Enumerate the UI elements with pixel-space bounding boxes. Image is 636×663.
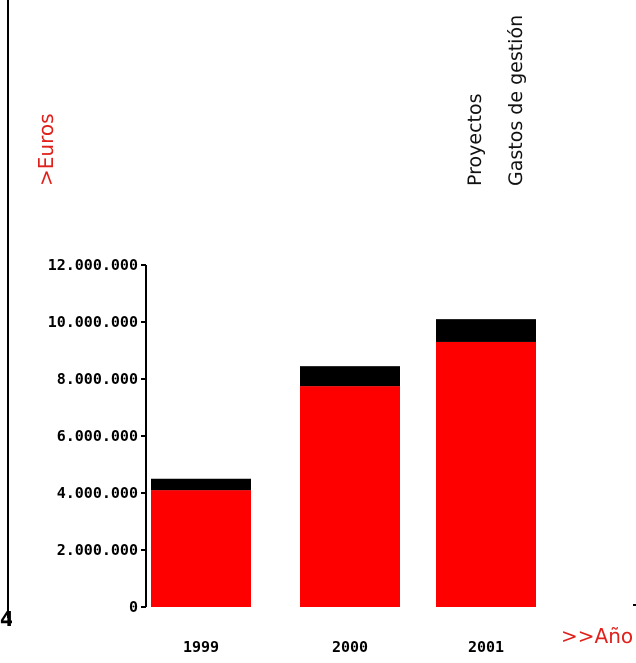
x-category-label: 2001 [468,638,504,656]
page-left-rule [7,0,9,618]
x-category-label: 2000 [332,638,368,656]
x-category-label: 1999 [183,638,219,656]
y-tick-label: 2.000.000 [57,541,138,559]
y-tick-label: 4.000.000 [57,484,138,502]
page-number: 4 [0,607,12,631]
y-tick-label: 6.000.000 [57,427,138,445]
bar-gastos-2000 [300,366,400,387]
bar-proyectos-2000 [300,386,400,607]
bar-proyectos-1999 [151,490,251,607]
y-tick-label: 8.000.000 [57,370,138,388]
bar-gastos-2001 [436,319,536,342]
x-axis-title: >>Año [561,624,634,648]
y-tick-label: 12.000.000 [48,256,138,274]
bar-gastos-1999 [151,478,251,491]
bar-proyectos-2001 [436,341,536,607]
page-right-tick [633,604,636,606]
y-tick-label: 0 [129,598,138,616]
y-tick-label: 10.000.000 [48,313,138,331]
